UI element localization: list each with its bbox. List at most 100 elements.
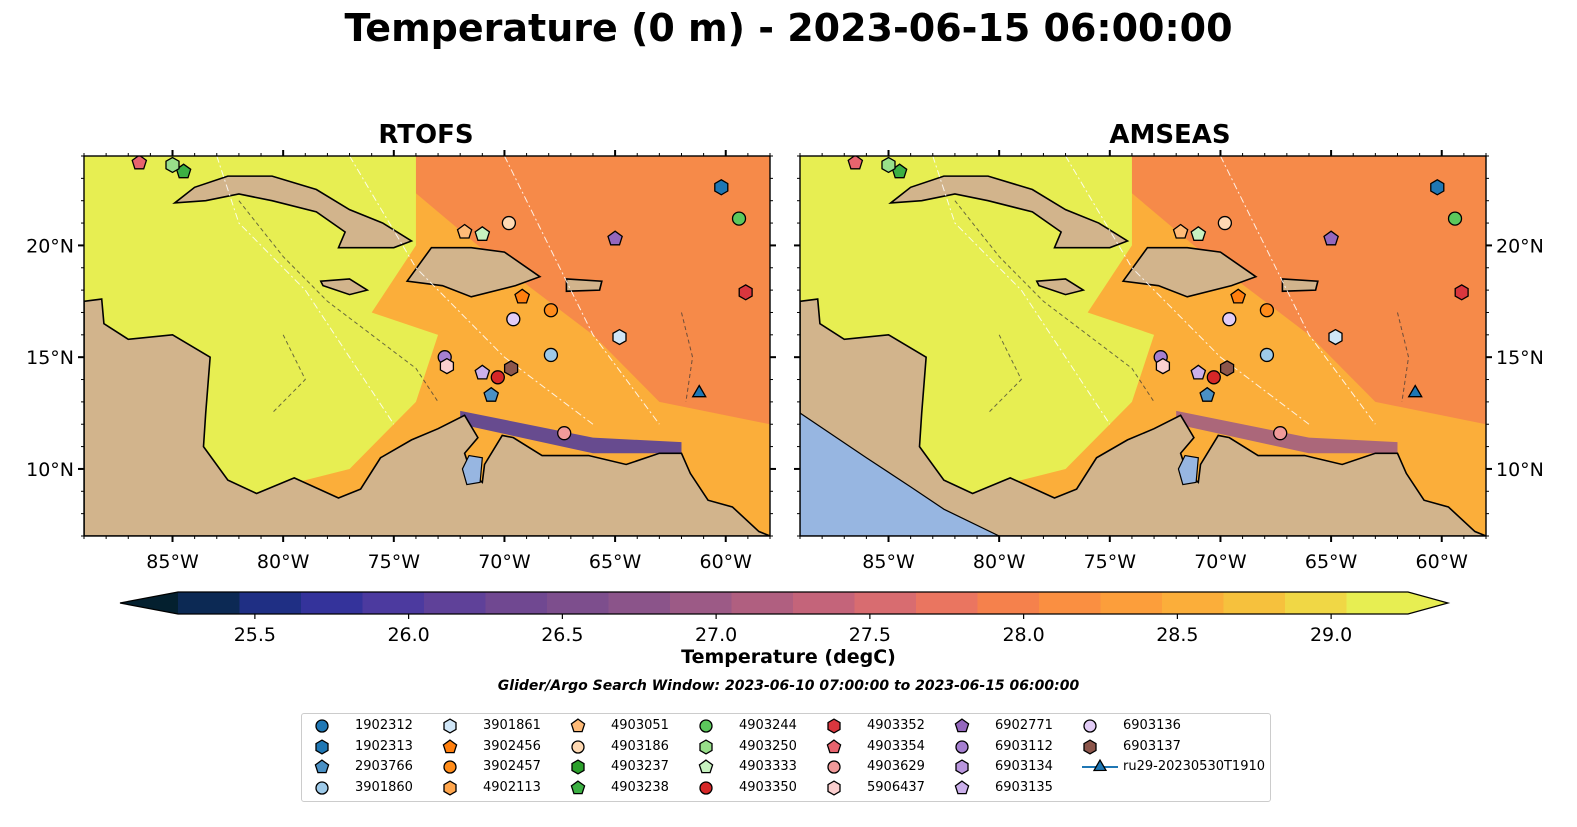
lat-tick-label: 10°N bbox=[1496, 459, 1544, 481]
lon-tick-label: 75°W bbox=[368, 551, 421, 573]
legend-label: 4903238 bbox=[611, 779, 669, 795]
map-panel-amseas: 85°W 80°W 75°W 70°W 65°W 60°W 20°N 15°N 10°N bbox=[794, 150, 1544, 573]
legend-marker bbox=[826, 738, 842, 753]
lon-tick-label: 70°W bbox=[1194, 551, 1247, 573]
colorbar-tick-label: 27.5 bbox=[849, 624, 891, 646]
legend-marker-icon bbox=[955, 759, 969, 775]
legend-marker-icon bbox=[443, 760, 457, 774]
upwelling-zone bbox=[460, 410, 682, 454]
legend-marker bbox=[571, 759, 585, 775]
land-mass bbox=[172, 175, 414, 249]
legend-marker-icon bbox=[315, 719, 329, 733]
colorbar-tick-label: 27.0 bbox=[695, 624, 737, 646]
legend-marker bbox=[827, 760, 841, 774]
colorbar-segment bbox=[1100, 592, 1163, 614]
eez-boundary bbox=[504, 156, 660, 425]
bathymetry-contour bbox=[987, 334, 1022, 414]
float-marker-6903135 bbox=[1190, 364, 1207, 380]
land-mass bbox=[1035, 278, 1086, 296]
float-marker-ru29-20230530T1910 bbox=[691, 384, 707, 398]
float-marker-4903250 bbox=[165, 156, 180, 174]
legend-label: 6903136 bbox=[1123, 718, 1181, 733]
land-mass bbox=[888, 175, 1130, 249]
colorbar-tick-label: 28.0 bbox=[1002, 624, 1044, 646]
legend-marker-icon bbox=[954, 779, 970, 794]
float-marker-2903766 bbox=[1199, 386, 1216, 402]
float-marker-1902313 bbox=[714, 179, 729, 196]
legend-marker bbox=[699, 719, 713, 733]
float-marker-6903137 bbox=[1219, 360, 1235, 377]
legend-marker-icon bbox=[699, 719, 713, 733]
eez-boundary bbox=[1220, 156, 1376, 425]
legend-marker-icon bbox=[827, 779, 841, 796]
lat-tick-label: 15°N bbox=[1496, 347, 1544, 369]
land-mass bbox=[1121, 246, 1258, 298]
legend-marker bbox=[314, 759, 330, 774]
lon-tick-label: 85°W bbox=[146, 551, 199, 573]
legend-marker-icon bbox=[571, 759, 585, 775]
float-marker-3902457 bbox=[1259, 303, 1275, 318]
legend-marker bbox=[954, 718, 970, 733]
eez-boundary bbox=[1065, 156, 1310, 425]
lat-tick-label: 20°N bbox=[26, 235, 74, 257]
legend-label: 4903350 bbox=[739, 779, 797, 795]
colorbar-title: Temperature (degC) bbox=[681, 646, 896, 668]
lat-tick-label: 20°N bbox=[1496, 235, 1544, 257]
legend-label: 6903137 bbox=[1123, 738, 1181, 754]
legend-marker-icon bbox=[1083, 738, 1097, 755]
lake-maracaibo bbox=[461, 454, 483, 486]
legend-marker bbox=[315, 738, 329, 755]
float-marker-3901861 bbox=[612, 328, 627, 346]
legend-marker bbox=[955, 739, 969, 754]
float-marker-4903051 bbox=[1172, 223, 1189, 239]
legend-marker-icon bbox=[314, 759, 330, 774]
land-mass bbox=[565, 278, 603, 293]
lon-tick-label: 65°W bbox=[589, 551, 642, 573]
float-marker-6902771 bbox=[1323, 230, 1339, 246]
legend-label: 3901861 bbox=[483, 718, 541, 733]
colorbar-segment bbox=[608, 592, 671, 614]
legend-label: 1902312 bbox=[355, 718, 413, 733]
float-marker-6902771 bbox=[607, 230, 623, 246]
lon-tick-label: 80°W bbox=[973, 551, 1026, 573]
bathymetry-contour bbox=[238, 200, 439, 403]
legend-marker bbox=[1083, 738, 1097, 755]
float-marker-4903333 bbox=[474, 225, 491, 241]
colorbar-segment bbox=[1346, 592, 1409, 614]
colorbar-tick-label: 29.0 bbox=[1310, 624, 1352, 646]
colorbar-segment bbox=[424, 592, 486, 614]
legend-label: 4903051 bbox=[611, 718, 669, 733]
legend-marker bbox=[315, 719, 329, 733]
legend-marker-icon bbox=[699, 780, 713, 795]
float-marker-4903352 bbox=[738, 284, 753, 301]
legend-label: 5906437 bbox=[867, 779, 925, 795]
eez-boundary bbox=[216, 156, 395, 425]
legend-marker-icon bbox=[1082, 758, 1118, 772]
legend-marker-icon bbox=[571, 739, 585, 754]
legend-marker bbox=[699, 738, 713, 755]
legend-label: 3902456 bbox=[483, 738, 541, 754]
legend-label: 4903629 bbox=[867, 759, 925, 774]
legend-marker bbox=[1092, 758, 1108, 772]
panel-title-amseas: AMSEAS bbox=[1109, 120, 1231, 150]
colorbar-tick-label: 28.5 bbox=[1156, 624, 1198, 646]
legend-marker-icon bbox=[698, 759, 714, 774]
lake-maracaibo bbox=[1177, 454, 1199, 486]
float-marker-3902457 bbox=[543, 303, 559, 318]
search-window-caption: Glider/Argo Search Window: 2023-06-10 07… bbox=[497, 678, 1080, 694]
legend-marker-icon bbox=[443, 779, 457, 796]
legend-marker bbox=[827, 718, 841, 734]
colorbar-segment bbox=[239, 592, 302, 614]
legend-marker bbox=[955, 759, 969, 775]
float-marker-2903766 bbox=[483, 386, 500, 402]
colorbar-segment bbox=[854, 592, 917, 614]
colorbar-segment bbox=[793, 592, 855, 614]
land-mass bbox=[84, 298, 770, 536]
legend-marker-icon bbox=[315, 780, 329, 795]
figure-title: Temperature (0 m) - 2023-06-15 06:00:00 bbox=[344, 6, 1233, 50]
land-mass bbox=[1281, 278, 1319, 293]
colorbar-segment bbox=[485, 592, 548, 614]
float-marker-6903135 bbox=[474, 364, 491, 380]
float-marker-5906437 bbox=[1155, 357, 1171, 375]
